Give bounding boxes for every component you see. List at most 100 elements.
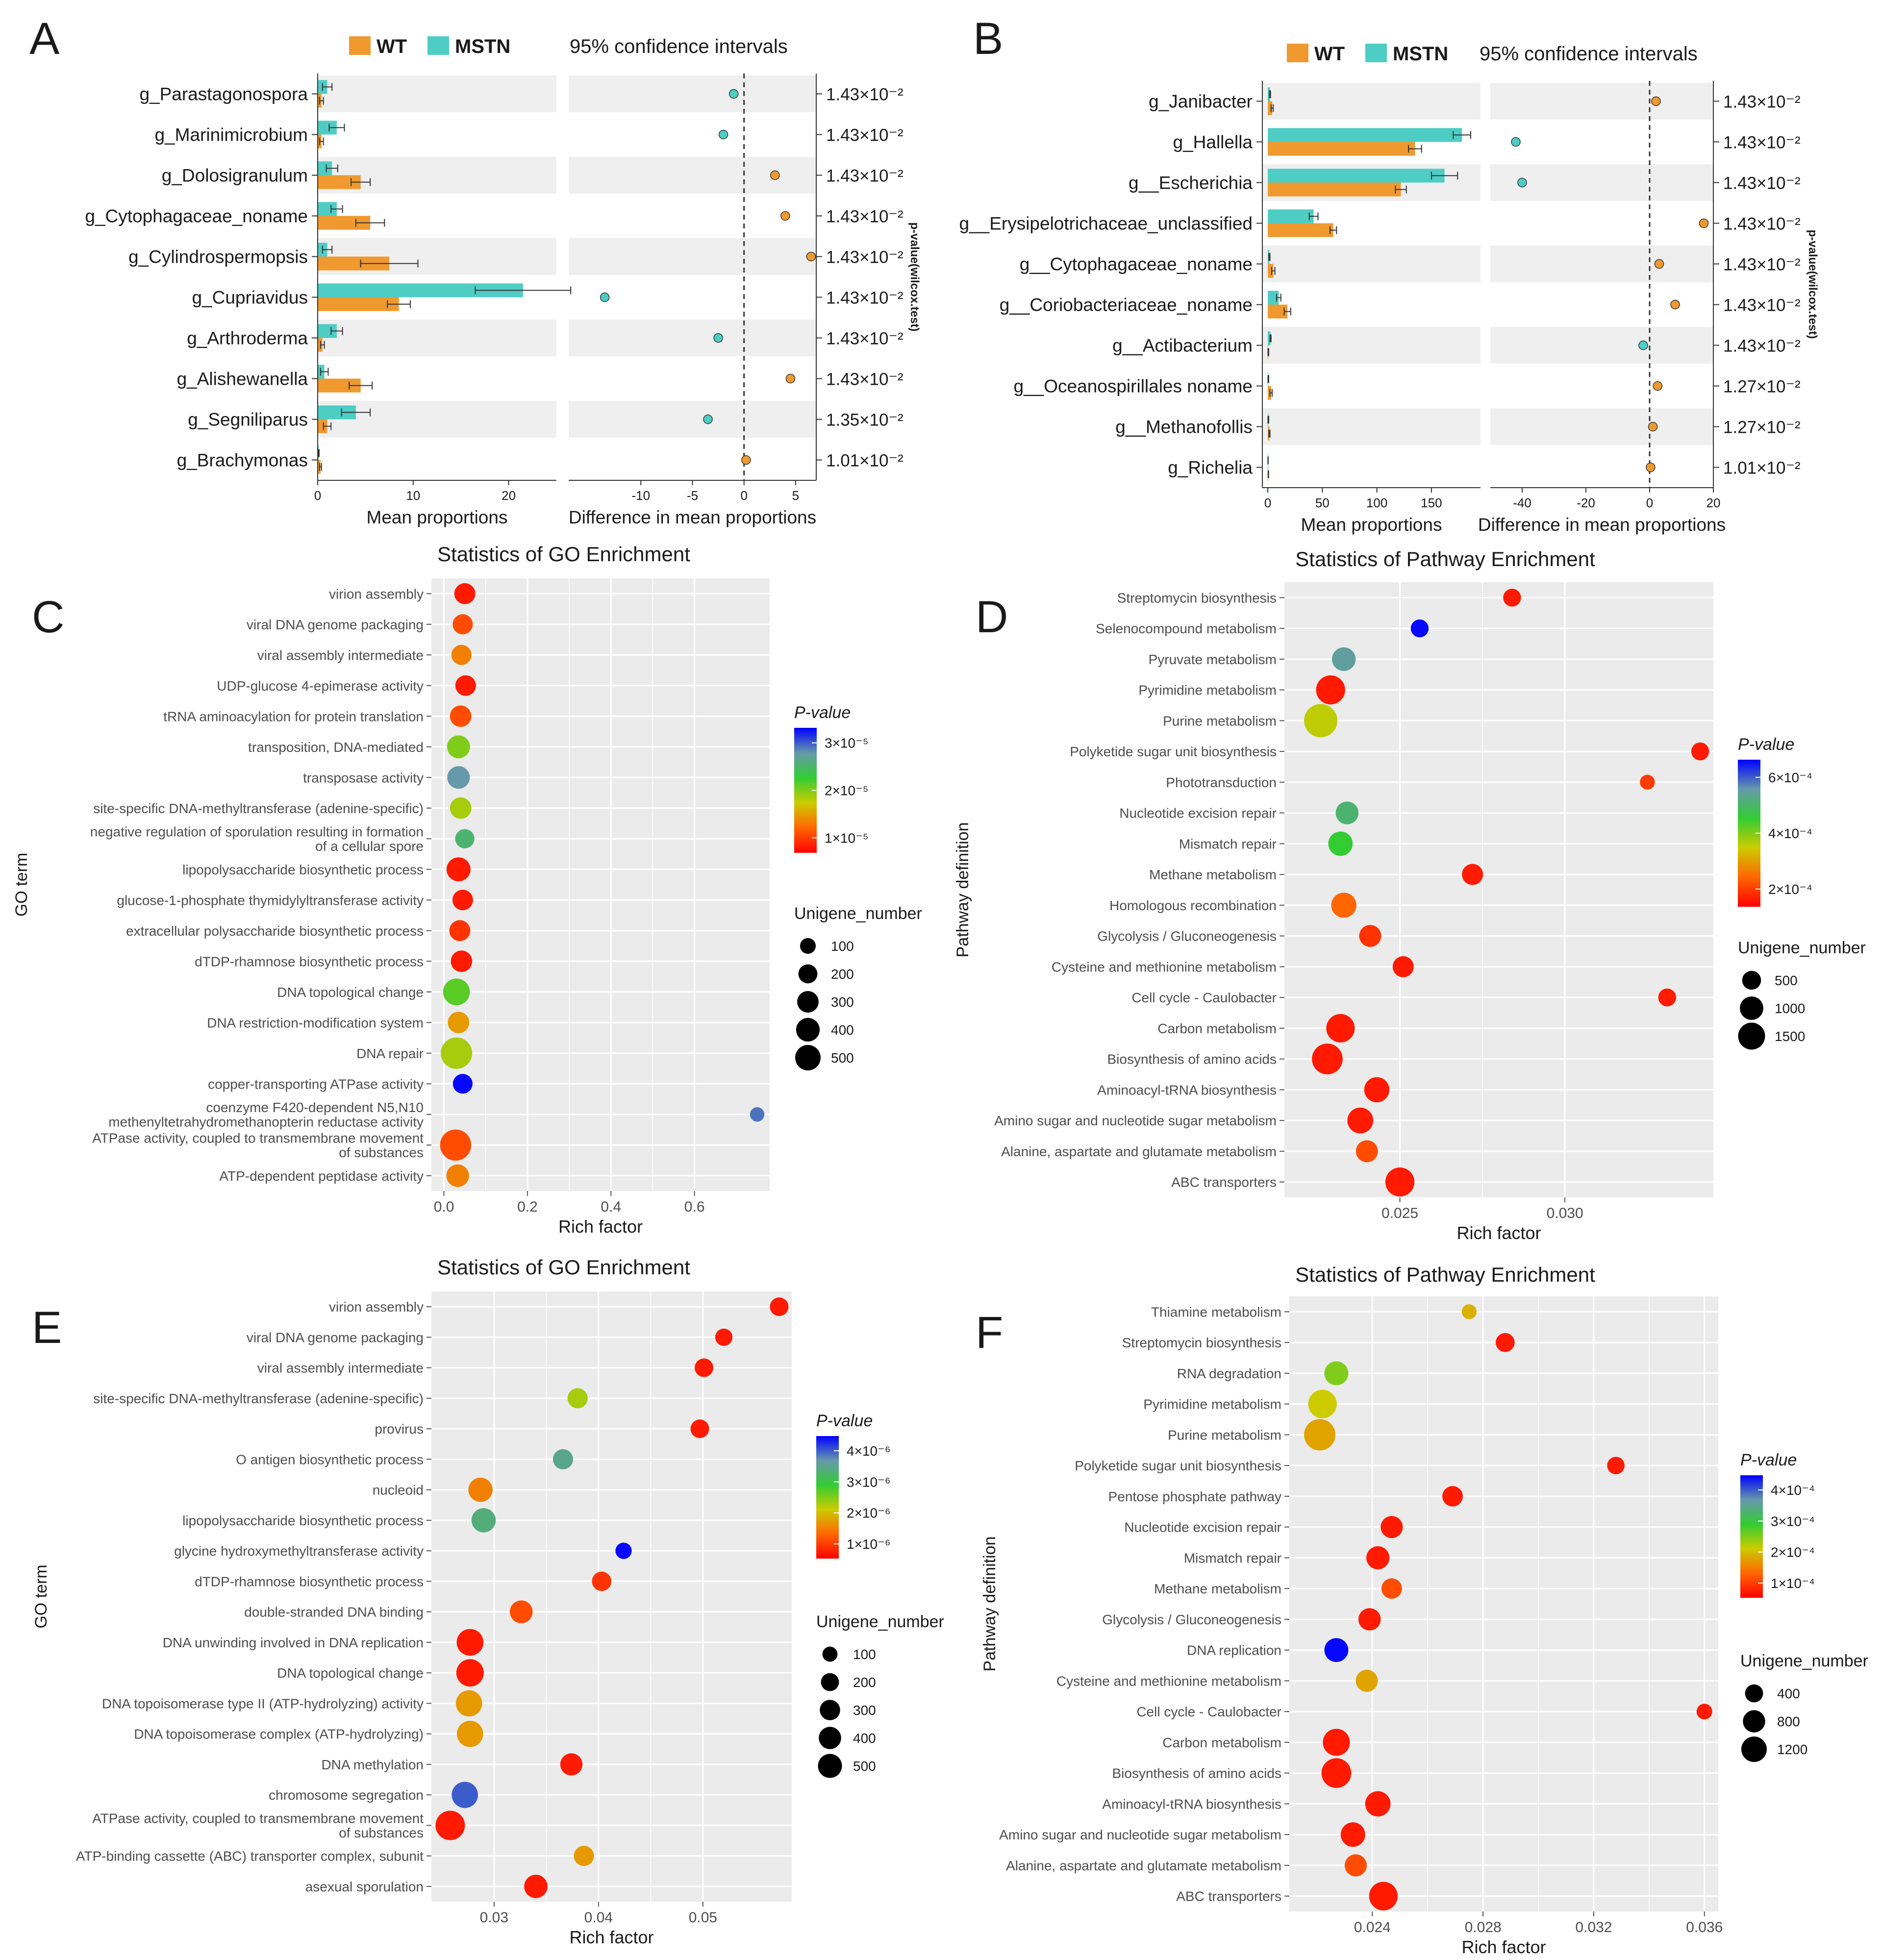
panel-f-point: [1496, 1333, 1515, 1352]
panel-e-category-label: ATPase activity, coupled to transmembran…: [92, 1811, 424, 1840]
panel-a-pvalue-label: 1.01×10⁻²: [826, 451, 903, 471]
panel-e-legend-pvalue-colorbar: [816, 1436, 839, 1559]
panel-letter-D: D: [976, 592, 1008, 642]
panel-b-pvalue-label: 1.43×10⁻²: [1723, 296, 1801, 315]
panel-d-legend-pvalue-label: 2×10⁻⁴: [1768, 882, 1812, 897]
panel-e-point: [695, 1358, 714, 1377]
panel-d-ylabel: Pathway definition: [954, 822, 972, 958]
panel-a-diff-point: [713, 333, 723, 343]
panel-f-category-label: Glycolysis / Gluconeogenesis: [1102, 1612, 1281, 1627]
panel-a-category-label: g_Brachymonas: [177, 450, 308, 471]
panel-f-legend-pvalue-label: 1×10⁻⁴: [1771, 1576, 1815, 1591]
panel-f-legend-size-label: 400: [1777, 1686, 1800, 1701]
panel-c-category-label: DNA restriction-modification system: [207, 1015, 424, 1030]
panel-e-point: [552, 1449, 574, 1469]
panel-d-point: [1462, 864, 1483, 885]
panel-d-point: [1359, 925, 1381, 947]
panel-a-legend-wt-swatch: [349, 36, 371, 55]
panel-d-point: [1312, 1043, 1343, 1074]
panel-d-category-label: Nucleotide excision repair: [1119, 806, 1277, 821]
panel-f-legend-size-label: 1200: [1777, 1742, 1807, 1757]
panel-b-bar-wt: [1268, 101, 1273, 115]
panel-b-legend-wt-swatch: [1287, 44, 1308, 62]
panel-b-diff-xtick-label: -40: [1513, 496, 1531, 510]
panel-b-pvalue-label: 1.43×10⁻²: [1723, 133, 1801, 152]
panel-d-point: [1335, 801, 1359, 824]
panel-a-diff-point: [785, 373, 796, 384]
panel-d-point: [1392, 956, 1414, 977]
panel-f-point: [1344, 1854, 1367, 1877]
panel-e-point: [509, 1600, 533, 1623]
panel-a-mean-xtick-label: 0: [314, 488, 321, 503]
panel-c-point: [443, 978, 470, 1006]
panel-b-stripe-mean: [1262, 327, 1481, 364]
panel-d-point: [1410, 619, 1429, 638]
panel-e-category-label: asexual sporulation: [305, 1879, 424, 1894]
panel-b-diff-point: [1511, 137, 1521, 147]
panel-c-category-label: virion assembly: [329, 586, 424, 601]
panel-c-point: [750, 1107, 765, 1122]
panel-e-plot-area: [431, 1291, 792, 1902]
panel-e-legend-pvalue-label: 2×10⁻⁶: [847, 1506, 890, 1521]
panel-d-xlabel: Rich factor: [1456, 1223, 1541, 1243]
panel-d-category-label: Methane metabolism: [1149, 867, 1277, 882]
panel-c-point: [452, 1074, 473, 1094]
panel-c-ylabel: GO term: [12, 853, 31, 917]
panel-b-legend-mstn-label: MSTN: [1393, 43, 1448, 65]
panel-f-point: [1340, 1822, 1365, 1847]
panel-c-legend-size-point: [800, 938, 816, 954]
panel-c-legend-size-title: Unigene_number: [794, 904, 922, 923]
panel-c-point: [449, 920, 471, 942]
panel-a-stripe-mean: [318, 75, 556, 112]
panel-d-point: [1658, 988, 1676, 1007]
panel-c-point: [447, 766, 470, 789]
panel-c-legend-pvalue-label: 2×10⁻⁵: [825, 783, 868, 798]
panel-b-pvalue-label: 1.27×10⁻²: [1723, 377, 1801, 397]
panel-a-pvalue-label: 1.43×10⁻²: [826, 329, 903, 348]
panel-b-diff-xtick-label: 20: [1706, 496, 1721, 510]
panel-f-point: [1381, 1578, 1402, 1599]
panel-c-plot-area: [431, 578, 770, 1191]
panel-b-category-label: g__Methanofollis: [1115, 417, 1253, 437]
panel-e-legend-pvalue-label: 3×10⁻⁶: [847, 1474, 890, 1489]
panel-d-category-label: Cell cycle - Caulobacter: [1131, 990, 1277, 1005]
panel-f-category-label: Aminoacyl-tRNA biosynthesis: [1102, 1796, 1281, 1811]
panel-b-diff-point: [1517, 177, 1527, 188]
panel-c-category-label: viral DNA genome packaging: [247, 617, 424, 632]
panel-e-legend-size-label: 400: [853, 1731, 876, 1746]
panel-e-legend-size-point: [819, 1727, 841, 1749]
panel-letter-A: A: [29, 14, 60, 64]
panel-c-category-label: coenzyme F420-dependent N5,N10 methenylte…: [108, 1100, 424, 1129]
panel-b-stripe-mean: [1262, 408, 1481, 445]
panel-b-category-label: g__Actibacterium: [1112, 336, 1253, 356]
panel-b-mean-xlabel: Mean proportions: [1301, 515, 1442, 535]
panel-b-bar-mstn: [1268, 87, 1270, 101]
panel-b-pvalue-label: 1.43×10⁻²: [1723, 215, 1801, 234]
panel-d-category-label: Streptomycin biosynthesis: [1117, 590, 1277, 605]
panel-e-legend-size-point: [820, 1700, 840, 1720]
panel-d-category-label: Pyruvate metabolism: [1149, 652, 1277, 667]
panel-e-point: [715, 1328, 733, 1346]
panel-b-bar-mstn: [1268, 128, 1462, 142]
panel-c-point: [455, 675, 476, 696]
panel-a-stripe-diff: [569, 320, 816, 356]
panel-e-category-label: virion assembly: [329, 1299, 424, 1315]
panel-b-mean-xtick-label: 150: [1421, 496, 1442, 510]
panel-a-diff-point: [780, 211, 790, 221]
panel-f-category-label: Alanine, aspartate and glutamate metabol…: [1006, 1858, 1281, 1873]
panel-c-legend-size-label: 200: [831, 967, 854, 982]
panel-b-stripe-mean: [1262, 83, 1481, 120]
panel-d-category-label: Pyrimidine metabolism: [1138, 683, 1277, 698]
panel-b-category-label: g__Escherichia: [1129, 173, 1253, 193]
panel-e-legend-pvalue-label: 4×10⁻⁶: [847, 1443, 890, 1459]
panel-a-category-label: g_Cylindrospermopsis: [128, 247, 308, 267]
panel-c-category-label: ATP-dependent peptidase activity: [219, 1168, 424, 1184]
panel-c-legend-size-point: [796, 1017, 820, 1042]
panel-c-legend-size-point: [797, 991, 819, 1013]
panel-e-point: [452, 1782, 478, 1808]
panel-c-point: [451, 950, 473, 972]
panel-b-category-label: g_Hallella: [1173, 132, 1253, 152]
panel-f-point: [1461, 1304, 1477, 1319]
panel-a-stripe-diff: [569, 238, 816, 275]
panel-a-diff-xtick-label: 5: [792, 488, 799, 503]
